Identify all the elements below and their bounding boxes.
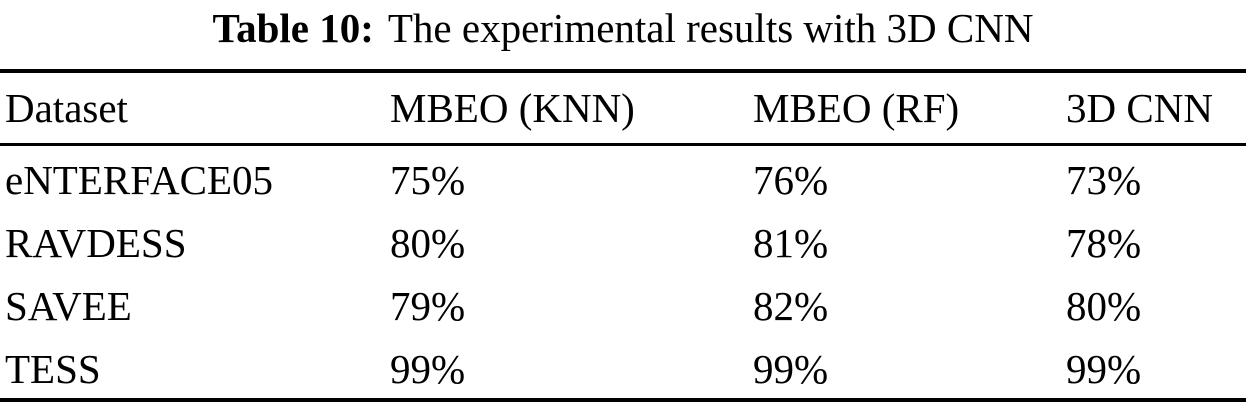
dataset-name-cell: eNTERFACE05 (5, 156, 274, 203)
accuracy-cell-mbeo-rf: 99% (753, 345, 829, 392)
table-header-row: Dataset MBEO (KNN) MBEO (RF) 3D CNN (0, 73, 1246, 143)
dataset-name-cell: TESS (5, 345, 101, 392)
table-caption-label: Table 10: (212, 5, 374, 51)
dataset-name-cell: RAVDESS (5, 219, 187, 266)
table-row-savee: SAVEE 79% 82% 80% (0, 274, 1246, 337)
column-header-dataset: Dataset (5, 85, 128, 131)
table-top-rule (0, 69, 1246, 73)
column-header-3d-cnn: 3D CNN (1066, 85, 1213, 131)
table-row-ravdess: RAVDESS 80% 81% 78% (0, 211, 1246, 274)
accuracy-cell-mbeo-knn: 79% (390, 282, 466, 329)
column-header-mbeo-knn: MBEO (KNN) (390, 85, 635, 131)
table-caption-text: The experimental results with 3D CNN (387, 5, 1034, 51)
accuracy-cell-mbeo-knn: 75% (390, 156, 466, 203)
column-header-mbeo-rf: MBEO (RF) (753, 85, 960, 131)
accuracy-cell-mbeo-rf: 81% (753, 219, 829, 266)
accuracy-cell-mbeo-rf: 82% (753, 282, 829, 329)
accuracy-cell-3d-cnn: 99% (1066, 345, 1142, 392)
accuracy-cell-3d-cnn: 80% (1066, 282, 1142, 329)
table-header-rule (0, 143, 1246, 146)
accuracy-cell-3d-cnn: 78% (1066, 219, 1142, 266)
table-row-enterface05: eNTERFACE05 75% 76% 73% (0, 148, 1246, 211)
accuracy-cell-mbeo-knn: 80% (390, 219, 466, 266)
table-row-tess: TESS 99% 99% 99% (0, 337, 1246, 400)
accuracy-cell-mbeo-knn: 99% (390, 345, 466, 392)
accuracy-cell-mbeo-rf: 76% (753, 156, 829, 203)
accuracy-cell-3d-cnn: 73% (1066, 156, 1142, 203)
dataset-name-cell: SAVEE (5, 282, 132, 329)
table-caption: Table 10: The experimental results with 3… (0, 0, 1246, 56)
table-bottom-rule (0, 398, 1246, 402)
